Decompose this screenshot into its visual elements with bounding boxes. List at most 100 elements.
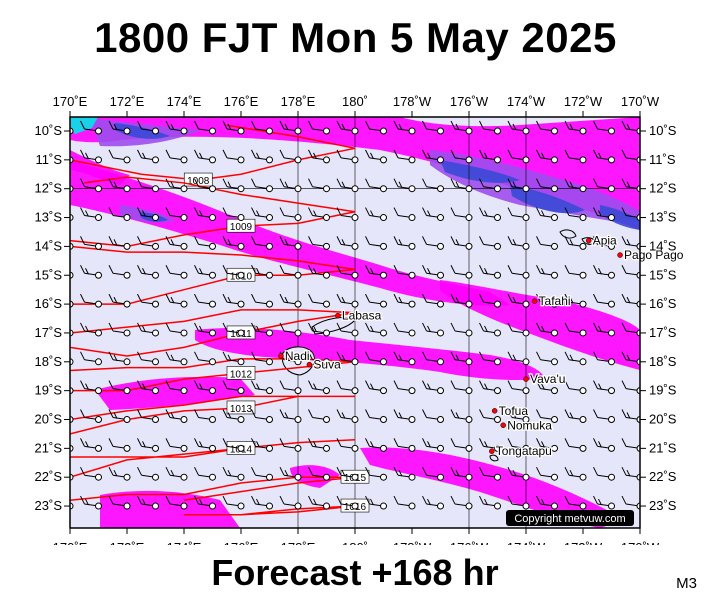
wind-barb: [536, 438, 558, 452]
wind-barb: [80, 207, 102, 222]
wind-barb: [279, 236, 302, 250]
wind-barb: [450, 409, 473, 423]
wind-barb: [593, 236, 615, 250]
wind-barb: [393, 322, 416, 337]
lon-label: 178˚E: [281, 94, 316, 109]
weather-map: 100810091010101110121013101410151016 Api…: [35, 94, 685, 545]
wind-barb: [251, 322, 273, 337]
lat-label: 11˚S: [649, 152, 676, 167]
wind-barb: [279, 466, 302, 481]
rain-area: [115, 123, 170, 139]
wind-barb: [507, 438, 530, 452]
wind-barb: [564, 265, 587, 279]
wind-barb: [222, 178, 245, 193]
wind-barb: [422, 438, 444, 452]
wind-barb: [593, 351, 615, 366]
wind-barb: [137, 207, 159, 222]
city-marker: Tofua: [491, 403, 530, 419]
wind-barb: [479, 466, 501, 481]
lon-label: 172˚E: [110, 94, 145, 109]
lon-label: 172˚W: [564, 540, 603, 545]
wind-barb: [108, 120, 131, 135]
wind-barb: [80, 322, 102, 337]
rain-area: [70, 117, 640, 230]
city-marker: Nomuka: [500, 417, 553, 434]
wind-barb: [165, 149, 188, 164]
wind-barb: [308, 236, 330, 250]
isobar-label: 1008: [183, 172, 213, 187]
wind-barb: [479, 351, 501, 366]
wind-barb: [137, 438, 159, 452]
wind-barb: [137, 380, 159, 395]
wind-barb: [80, 466, 102, 481]
wind-barb: [365, 293, 387, 308]
wind-barb: [308, 380, 330, 395]
wind-barb: [222, 120, 245, 135]
wind-barb: [365, 178, 387, 193]
wind-barb: [479, 380, 501, 395]
lon-label: 180˚: [342, 540, 368, 545]
city-label: Pago Pago: [624, 248, 684, 262]
wind-barb: [365, 149, 387, 164]
wind-barb: [251, 293, 273, 308]
wind-barb: [80, 380, 102, 395]
lat-label: 16˚S: [35, 296, 63, 311]
wind-barb: [308, 149, 330, 164]
wind-barb: [222, 351, 245, 366]
wind-barb: [222, 409, 245, 423]
city-marker: Nadi: [278, 348, 311, 364]
wind-barb: [194, 207, 216, 222]
wind-barb: [165, 322, 188, 337]
wind-barb: [336, 438, 359, 452]
wind-barb: [279, 178, 302, 193]
wind-barb: [393, 409, 416, 423]
lon-label: 174˚W: [507, 94, 546, 109]
isobar-label: 1009: [226, 218, 256, 233]
wind-barb: [222, 322, 245, 337]
wind-barb: [422, 265, 444, 279]
wind-barb: [422, 466, 444, 481]
wind-barb: [365, 236, 387, 250]
wind-barb: [308, 495, 330, 510]
wind-barb: [507, 409, 530, 423]
wind-barb: [308, 207, 330, 222]
wind-barb: [336, 178, 359, 193]
wind-barb: [593, 495, 615, 510]
wind-barb: [365, 380, 387, 395]
wind-barb: [479, 438, 501, 452]
wind-barb: [593, 466, 615, 481]
wind-barb: [222, 265, 245, 279]
wind-barb: [450, 466, 473, 481]
wind-barb: [308, 351, 330, 366]
svg-text:1008: 1008: [187, 176, 210, 187]
wind-barb: [479, 149, 501, 164]
lon-label: 178˚E: [281, 540, 316, 545]
lat-label: 12˚S: [35, 181, 63, 196]
wind-barb: [165, 495, 188, 510]
wind-barb: [365, 207, 387, 222]
wind-barb: [450, 351, 473, 366]
wind-barb: [393, 178, 416, 193]
wind-barb: [108, 207, 131, 222]
wind-barb: [222, 466, 245, 481]
rain-area: [70, 160, 510, 306]
wind-barb: [222, 495, 245, 510]
lat-label: 21˚S: [35, 440, 63, 455]
wind-barb: [536, 380, 558, 395]
wind-barb: [108, 438, 131, 452]
wind-barb: [536, 495, 558, 510]
wind-barb: [308, 178, 330, 193]
wind-barb: [279, 293, 302, 308]
wind-barb: [165, 293, 188, 308]
model-code: M3: [676, 575, 697, 592]
lat-label: 16˚S: [649, 296, 677, 311]
wind-barb: [251, 380, 273, 395]
wind-barb: [564, 409, 587, 423]
wind-barb: [194, 120, 216, 135]
wind-barb: [336, 149, 359, 164]
wind-barb: [108, 265, 131, 279]
wind-barb: [507, 380, 530, 395]
wind-barb: [365, 265, 387, 279]
rain-area: [440, 160, 520, 183]
